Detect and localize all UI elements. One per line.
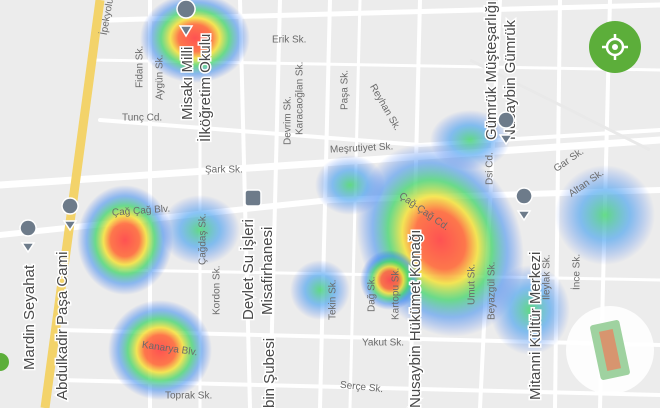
poi-label: Nusaybin Hükümet Konağı	[407, 230, 424, 408]
street-label: Fidan Sk.	[135, 46, 146, 88]
street-label: Dağ Sk.	[367, 276, 378, 312]
map-pins	[19, 0, 533, 254]
poi-label: Misakı Milli	[179, 47, 196, 120]
pin[interactable]	[515, 187, 533, 222]
pin[interactable]	[244, 189, 262, 207]
poi-label: bin Şubesi	[261, 338, 278, 408]
locate-ticks	[602, 34, 628, 60]
street-label: Paşa Sk.	[340, 70, 351, 110]
street-label: Kartopu Sk.	[391, 268, 402, 320]
street-label: Karacaoğlan Sk.	[295, 62, 306, 135]
street-label: Dsi Cd.	[485, 152, 496, 185]
street-label: İnce Sk.	[570, 254, 583, 290]
pin[interactable]	[497, 111, 515, 146]
map-type-button[interactable]	[566, 306, 654, 394]
pin[interactable]	[176, 0, 196, 38]
street-label: Toprak Sk.	[165, 391, 212, 402]
poi-label: Mitanni Kültür Merkezi	[527, 252, 544, 400]
side-button[interactable]	[0, 353, 9, 371]
street-label: Yakut Sk.	[362, 338, 404, 349]
street-label: Meşrutiyet Sk.	[330, 141, 394, 155]
street-label: Beyazgül Sk.	[487, 262, 498, 320]
poi-label: Devlet Su İşleri	[239, 219, 257, 320]
street-label: Çağ Çağ Blv.	[112, 204, 171, 219]
street-label: İleylak Sk.	[540, 254, 553, 300]
street-label: Kordon Sk.	[212, 266, 223, 315]
poi-labels: Misakı Milli İlköğretim Okulu Gümrük Müş…	[19, 0, 545, 408]
poi-label: Gümrük Müşteşarlığı	[483, 1, 500, 140]
poi-label: Abdulkadir Paşa Cami	[54, 252, 71, 400]
street-label: Aygün Sk.	[155, 55, 166, 100]
map-type-heat	[598, 328, 622, 372]
street-label: Çağdaş Sk.	[198, 213, 209, 265]
pin[interactable]	[61, 197, 79, 232]
street-label: Şark Sk.	[205, 165, 243, 176]
poi-label: İlköğretim Okulu	[196, 34, 214, 142]
street-label: Umut Sk.	[467, 264, 478, 305]
street-label: Tunç Cd.	[122, 113, 162, 124]
poi-label: Nusaybin Gümrük	[502, 19, 519, 140]
poi-label: Mardin Seyahat	[21, 264, 38, 370]
pin[interactable]	[19, 219, 37, 254]
locate-dot	[612, 44, 618, 50]
street-label: Serçe Sk.	[339, 380, 383, 395]
poi-label: Misafirhanesi	[259, 227, 276, 315]
street-label: Tekin Sk.	[328, 279, 339, 320]
locate-button[interactable]	[589, 21, 641, 73]
street-label: Erik Sk.	[272, 35, 306, 46]
street-label: Reyhan Sk.	[367, 82, 402, 132]
heatmap	[77, 0, 655, 400]
street-label: Devrim Sk.	[283, 96, 294, 145]
